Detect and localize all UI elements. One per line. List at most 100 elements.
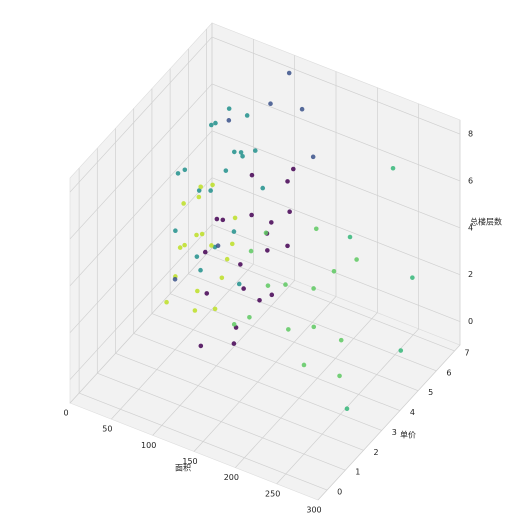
grid-line [78, 392, 328, 491]
x-tick-label: 250 [265, 489, 280, 498]
grid-line [151, 313, 401, 411]
point [181, 201, 186, 206]
point [265, 248, 270, 253]
y-axis-label: 单价 [400, 430, 416, 440]
point [240, 153, 245, 159]
point [398, 348, 404, 353]
point [265, 283, 271, 288]
point [224, 256, 230, 262]
point [232, 215, 238, 221]
point [175, 171, 181, 176]
grid-line [206, 253, 455, 352]
point [247, 314, 252, 320]
point [260, 185, 266, 191]
point [410, 275, 415, 280]
grid-line [211, 177, 461, 276]
y-tick-label: 5 [428, 388, 433, 397]
grid-line [211, 36, 461, 135]
point [253, 148, 258, 153]
y-tick-label: 3 [392, 428, 397, 437]
point [219, 275, 225, 281]
z-tick-label: 2 [468, 270, 473, 279]
z-tick-label: 0 [468, 317, 473, 326]
point [231, 322, 237, 327]
point [311, 324, 317, 330]
y-tick-label: 7 [465, 348, 470, 357]
point [249, 172, 255, 178]
point [213, 120, 218, 126]
point [248, 248, 254, 254]
x-tick-label: 150 [182, 457, 197, 466]
point [338, 337, 344, 343]
point [208, 122, 214, 128]
z-tick-label: 8 [468, 130, 473, 139]
point [231, 229, 237, 234]
point [263, 230, 269, 236]
point [214, 216, 220, 222]
point [208, 188, 213, 193]
point [226, 118, 232, 123]
point [344, 406, 350, 411]
point [291, 166, 296, 172]
grid-line [69, 83, 213, 240]
point [238, 262, 243, 267]
x-tick-label: 300 [306, 506, 321, 515]
point [269, 292, 275, 298]
grid-line [211, 130, 461, 229]
y-tick-label: 1 [355, 468, 360, 477]
grid-line [115, 352, 364, 451]
y-tick-label: 2 [374, 448, 379, 457]
y-tick-label: 6 [446, 368, 451, 377]
point [337, 373, 342, 379]
point [195, 288, 200, 294]
point [331, 268, 337, 274]
point [313, 226, 319, 232]
y-tick-label: 0 [337, 488, 342, 497]
point [198, 267, 203, 273]
point [194, 232, 199, 238]
point [301, 362, 307, 368]
grid-line [211, 224, 461, 322]
point [285, 179, 290, 184]
point [194, 254, 200, 259]
point [220, 217, 226, 223]
point [212, 306, 218, 312]
point [182, 167, 188, 173]
point [215, 243, 221, 248]
point [226, 106, 232, 111]
grid-line [211, 83, 461, 182]
point [198, 343, 204, 349]
point [286, 70, 292, 76]
grid-line [69, 224, 213, 380]
grid-line [69, 36, 213, 193]
point [204, 291, 210, 296]
point [354, 257, 359, 262]
point [285, 243, 290, 249]
point [283, 282, 288, 287]
point [173, 228, 178, 234]
point [347, 234, 353, 240]
z-axis-label: 总楼层数 [470, 217, 502, 227]
point [269, 220, 274, 225]
point [199, 231, 205, 237]
x-axis-label: 面积 [175, 463, 191, 473]
point [182, 242, 187, 248]
point [231, 149, 237, 155]
point [209, 243, 214, 248]
point [268, 101, 273, 107]
point [249, 212, 254, 218]
point [244, 113, 250, 118]
grid-line [133, 333, 382, 431]
point [177, 245, 183, 250]
point [198, 184, 203, 190]
point [287, 209, 292, 214]
point [196, 194, 202, 200]
point [257, 297, 262, 303]
point [231, 341, 237, 346]
grid-line [69, 130, 213, 287]
point [241, 286, 246, 291]
point [196, 188, 202, 193]
z-tick-label: 4 [468, 223, 473, 232]
panes [69, 22, 461, 501]
